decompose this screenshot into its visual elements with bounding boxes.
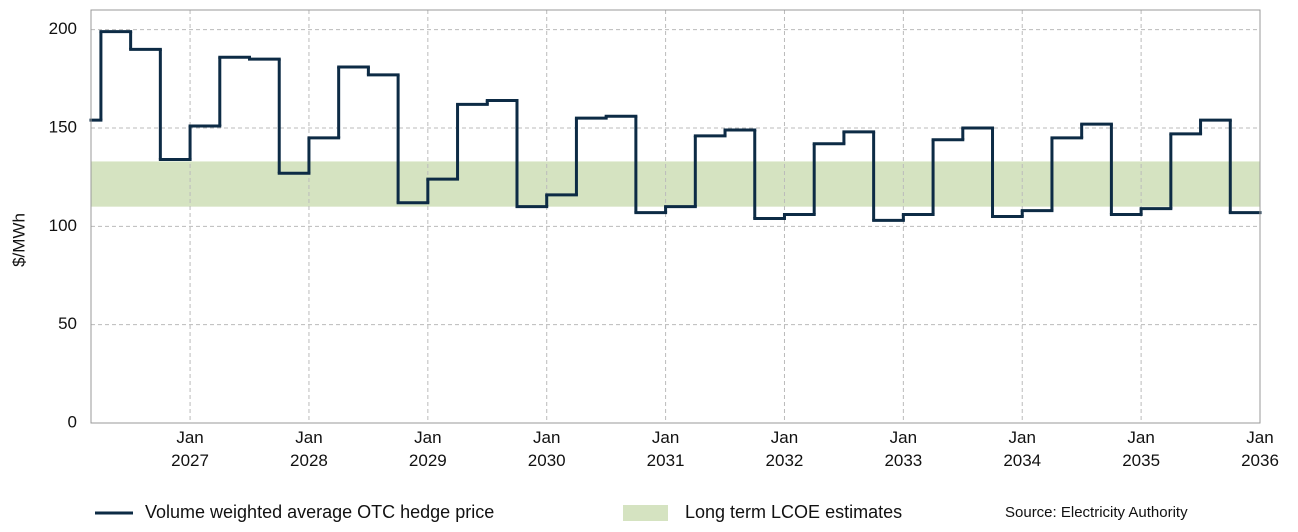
x-tick-label: Jan 2032 <box>766 428 804 470</box>
x-tick-label: Jan 2029 <box>409 428 447 470</box>
x-tick-label: Jan 2034 <box>1003 428 1041 470</box>
legend-label: Volume weighted average OTC hedge price <box>145 502 494 522</box>
step-riser <box>99 31 1232 221</box>
x-tick-label: Jan 2031 <box>647 428 685 470</box>
y-tick-label: 200 <box>49 19 77 38</box>
y-tick-label: 0 <box>68 412 77 431</box>
y-tick-label: 150 <box>49 117 77 136</box>
lcoe-band <box>91 161 1260 207</box>
plot-frame <box>90 9 1261 424</box>
legend-label: Long term LCOE estimates <box>685 502 902 522</box>
y-axis-label: $/MWh <box>9 213 28 267</box>
x-tick-label: Jan 2035 <box>1122 428 1160 470</box>
source-note: Source: Electricity Authority <box>1005 504 1188 521</box>
x-tick-label: Jan 2028 <box>290 428 328 470</box>
y-tick-label: 50 <box>58 314 77 333</box>
legend-swatch <box>623 505 668 521</box>
x-tick-label: Jan 2036 <box>1241 428 1279 470</box>
x-tick-label: Jan 2030 <box>528 428 566 470</box>
y-tick-label: 100 <box>49 216 77 235</box>
x-tick-label: Jan 2033 <box>884 428 922 470</box>
x-tick-label: Jan 2027 <box>171 428 209 470</box>
